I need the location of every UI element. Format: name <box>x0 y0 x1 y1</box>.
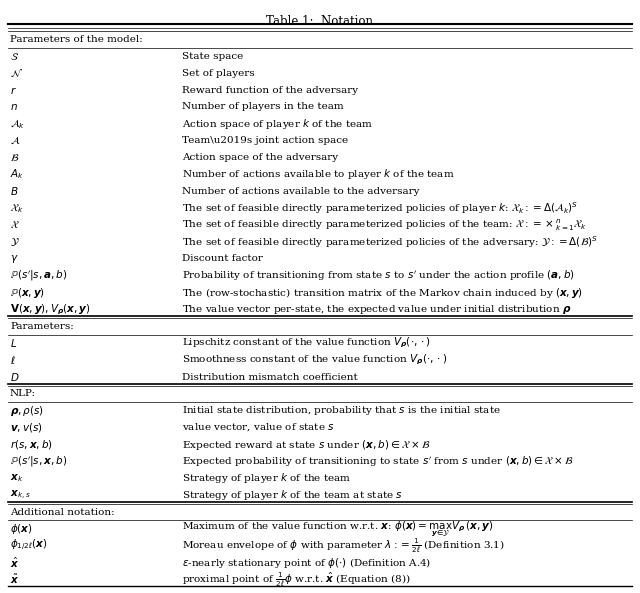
Text: $\mathcal{A}_k$: $\mathcal{A}_k$ <box>10 117 26 130</box>
Text: Strategy of player $k$ of the team at state $s$: Strategy of player $k$ of the team at st… <box>182 488 403 502</box>
Text: $\tilde{\boldsymbol{x}}$: $\tilde{\boldsymbol{x}}$ <box>10 573 19 586</box>
Text: proximal point of $\frac{1}{2\ell}\phi$ w.r.t. $\hat{\boldsymbol{x}}$ (Equation : proximal point of $\frac{1}{2\ell}\phi$ … <box>182 570 410 589</box>
Text: The set of feasible directly parameterized policies of the adversary: $\mathcal{: The set of feasible directly parameteriz… <box>182 234 598 250</box>
Text: The (row-stochastic) transition matrix of the Markov chain induced by $(\boldsym: The (row-stochastic) transition matrix o… <box>182 286 583 299</box>
Text: $\epsilon$-nearly stationary point of $\phi(\cdot)$ (Definition A.4): $\epsilon$-nearly stationary point of $\… <box>182 556 431 570</box>
Text: Expected reward at state $s$ under $(\boldsymbol{x}, b) \in \mathcal{X} \times \: Expected reward at state $s$ under $(\bo… <box>182 438 430 451</box>
Text: $\mathcal{A}$: $\mathcal{A}$ <box>10 135 20 146</box>
Text: $\mathcal{X}$: $\mathcal{X}$ <box>10 220 20 230</box>
Text: Table 1:  Notation: Table 1: Notation <box>266 15 374 28</box>
Text: Initial state distribution, probability that $s$ is the initial state: Initial state distribution, probability … <box>182 404 501 417</box>
Text: $\mathbb{P}(s'|s, \boldsymbol{a}, b)$: $\mathbb{P}(s'|s, \boldsymbol{a}, b)$ <box>10 269 68 283</box>
Text: $\phi(\boldsymbol{x})$: $\phi(\boldsymbol{x})$ <box>10 522 33 536</box>
Text: $\hat{\boldsymbol{x}}$: $\hat{\boldsymbol{x}}$ <box>10 556 19 570</box>
Text: Strategy of player $k$ of the team: Strategy of player $k$ of the team <box>182 471 351 485</box>
Text: Parameters of the model:: Parameters of the model: <box>10 35 143 44</box>
Text: $\mathbf{V}(\boldsymbol{x}, \boldsymbol{y}), V_{\boldsymbol{\rho}}(\boldsymbol{x: $\mathbf{V}(\boldsymbol{x}, \boldsymbol{… <box>10 302 91 317</box>
Text: $A_k$: $A_k$ <box>10 168 24 181</box>
Text: $\boldsymbol{\rho}, \rho(s)$: $\boldsymbol{\rho}, \rho(s)$ <box>10 404 44 418</box>
Text: Lipschitz constant of the value function $V_{\boldsymbol{\rho}}(\cdot, \cdot)$: Lipschitz constant of the value function… <box>182 336 431 350</box>
Text: The set of feasible directly parameterized policies of the team: $\mathcal{X} :=: The set of feasible directly parameteriz… <box>182 218 588 233</box>
Text: Set of players: Set of players <box>182 69 255 78</box>
Text: State space: State space <box>182 52 243 61</box>
Text: Distribution mismatch coefficient: Distribution mismatch coefficient <box>182 372 358 381</box>
Text: $\boldsymbol{x}_k$: $\boldsymbol{x}_k$ <box>10 473 24 484</box>
Text: Maximum of the value function w.r.t. $\boldsymbol{x}$: $\phi(\boldsymbol{x}) = \: Maximum of the value function w.r.t. $\b… <box>182 519 493 538</box>
Text: value vector, value of state $s$: value vector, value of state $s$ <box>182 422 335 433</box>
Text: Number of players in the team: Number of players in the team <box>182 103 344 111</box>
Text: $\phi_{1/2\ell}(\boldsymbol{x})$: $\phi_{1/2\ell}(\boldsymbol{x})$ <box>10 538 47 553</box>
Text: The value vector per-state, the expected value under initial distribution $\bold: The value vector per-state, the expected… <box>182 303 572 316</box>
Text: Smoothness constant of the value function $V_{\boldsymbol{\rho}}(\cdot, \cdot)$: Smoothness constant of the value functio… <box>182 353 447 367</box>
Text: Moreau envelope of $\phi$ with parameter $\lambda := \frac{1}{2\ell}$ (Definitio: Moreau envelope of $\phi$ with parameter… <box>182 537 505 555</box>
Text: Team\u2019s joint action space: Team\u2019s joint action space <box>182 136 348 145</box>
Text: Probability of transitioning from state $s$ to $s'$ under the action profile $(\: Probability of transitioning from state … <box>182 269 575 283</box>
Text: $\boldsymbol{v}, v(s)$: $\boldsymbol{v}, v(s)$ <box>10 421 43 434</box>
Text: Number of actions available to the adversary: Number of actions available to the adver… <box>182 187 419 196</box>
Text: Action space of player $k$ of the team: Action space of player $k$ of the team <box>182 117 373 131</box>
Text: $\mathcal{X}_k$: $\mathcal{X}_k$ <box>10 202 24 215</box>
Text: Additional notation:: Additional notation: <box>10 508 115 517</box>
Text: $B$: $B$ <box>10 186 19 197</box>
Text: $D$: $D$ <box>10 371 19 383</box>
Text: Reward function of the adversary: Reward function of the adversary <box>182 85 358 94</box>
Text: $r(s, \boldsymbol{x}, b)$: $r(s, \boldsymbol{x}, b)$ <box>10 438 52 451</box>
Text: Expected probability of transitioning to state $s'$ from $s$ under $(\boldsymbol: Expected probability of transitioning to… <box>182 454 574 468</box>
Text: The set of feasible directly parameterized policies of player $k$: $\mathcal{X}_: The set of feasible directly parameteriz… <box>182 200 579 216</box>
Text: $n$: $n$ <box>10 102 18 112</box>
Text: Parameters:: Parameters: <box>10 322 74 331</box>
Text: $\mathcal{N}$: $\mathcal{N}$ <box>10 67 23 79</box>
Text: $\mathcal{B}$: $\mathcal{B}$ <box>10 152 19 163</box>
Text: Discount factor: Discount factor <box>182 254 263 263</box>
Text: $\gamma$: $\gamma$ <box>10 253 19 265</box>
Text: $\mathbb{P}(\boldsymbol{x}, \boldsymbol{y})$: $\mathbb{P}(\boldsymbol{x}, \boldsymbol{… <box>10 286 45 299</box>
Text: $\mathcal{Y}$: $\mathcal{Y}$ <box>10 236 20 248</box>
Text: $\ell$: $\ell$ <box>10 354 16 366</box>
Text: NLP:: NLP: <box>10 390 36 398</box>
Text: $\mathbb{P}(s'|s, \boldsymbol{x}, b)$: $\mathbb{P}(s'|s, \boldsymbol{x}, b)$ <box>10 454 67 468</box>
Text: Number of actions available to player $k$ of the team: Number of actions available to player $k… <box>182 167 454 181</box>
Text: $\mathcal{S}$: $\mathcal{S}$ <box>10 51 19 62</box>
Text: $\boldsymbol{x}_{k,s}$: $\boldsymbol{x}_{k,s}$ <box>10 489 31 502</box>
Text: $r$: $r$ <box>10 85 17 95</box>
Text: $L$: $L$ <box>10 337 17 349</box>
Text: Action space of the adversary: Action space of the adversary <box>182 153 338 162</box>
